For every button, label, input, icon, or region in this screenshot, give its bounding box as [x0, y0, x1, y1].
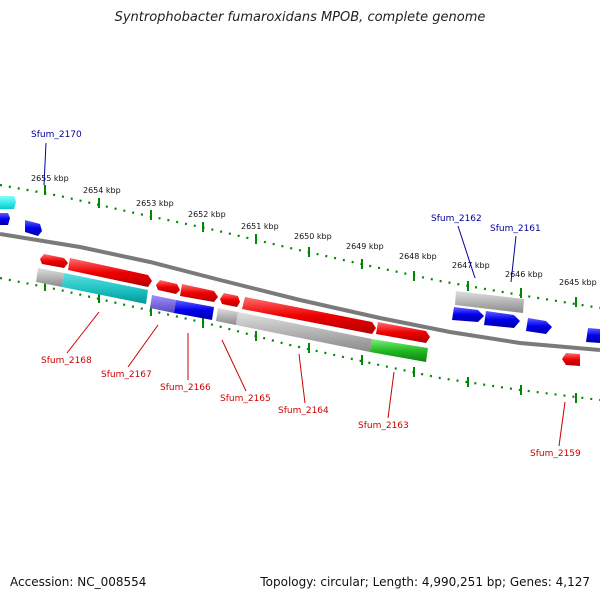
- gene-label-bottom: Sfum_2159: [530, 449, 581, 459]
- kbp-label: 2652 kbp: [188, 210, 226, 219]
- bottom-leader-line: [66, 311, 100, 354]
- bottom-leader-line: [558, 401, 566, 447]
- cds-2164-grey: [236, 312, 372, 352]
- bottom-leader-line: [298, 353, 306, 404]
- bottom-leader-line: [221, 339, 247, 392]
- top-leader-line: [457, 225, 476, 279]
- kbp-label: 2649 kbp: [346, 242, 384, 251]
- reverse-gene-left-edge: [0, 213, 10, 225]
- cds-2165-grey: [216, 308, 238, 325]
- gene-label-bottom: Sfum_2168: [41, 356, 92, 366]
- gene-label-bottom: Sfum_2163: [358, 421, 409, 431]
- cds-2163-green: [370, 339, 428, 362]
- gene-2167-arrow: [68, 258, 152, 287]
- gene-2163-arrow: [376, 322, 430, 343]
- gene-right-edge-arrow: [586, 328, 600, 343]
- forward-feature-cyan: [0, 196, 16, 209]
- gene-label-bottom: Sfum_2165: [220, 394, 271, 404]
- reverse-gene-left-2: [25, 220, 42, 236]
- cds-2166-violet: [150, 295, 176, 313]
- gene-2168-arrow: [40, 254, 68, 268]
- map-title: Syntrophobacter fumaroxidans MPOB, compl…: [114, 10, 486, 25]
- kbp-label: 2651 kbp: [241, 222, 279, 231]
- top-leader-line: [510, 235, 517, 283]
- inner-tick-ring: [0, 276, 600, 402]
- kbp-label: 2648 kbp: [399, 252, 437, 261]
- cds-2162-grey: [455, 291, 524, 313]
- genome-backbone: [0, 232, 600, 352]
- gene-label-bottom: Sfum_2167: [101, 370, 152, 380]
- topology-text: Topology: circular; Length: 4,990,251 bp…: [260, 575, 590, 589]
- gene-label-top: Sfum_2161: [490, 224, 541, 234]
- kbp-label: 2654 kbp: [83, 186, 121, 195]
- gene-label-top: Sfum_2162: [431, 214, 482, 224]
- tick-marks: [44, 185, 577, 403]
- gene-label-top: Sfum_2170: [31, 130, 82, 140]
- cds-2166-blue: [174, 300, 214, 320]
- cds-2168-grey: [36, 268, 64, 287]
- kbp-label: 2646 kbp: [505, 270, 543, 279]
- kbp-label: 2653 kbp: [136, 199, 174, 208]
- gene-label-bottom: Sfum_2166: [160, 383, 211, 393]
- gene-2164-arrow: [242, 297, 376, 334]
- gene-2166-arrow: [156, 280, 180, 294]
- gene-label-group: Sfum_2170 Sfum_2162 Sfum_2161 Sfum_2168 Sfum…: [31, 130, 581, 459]
- outer-tick-ring: [0, 183, 600, 310]
- bottom-leader-line: [387, 371, 395, 419]
- kbp-label: 2645 kbp: [559, 278, 597, 287]
- gene-2161-arrow: [484, 311, 520, 328]
- gene-label-bottom: Sfum_2164: [278, 406, 329, 416]
- top-leader-line: [43, 142, 47, 186]
- accession-text: Accession: NC_008554: [10, 575, 147, 589]
- bottom-leader-line: [127, 324, 159, 368]
- kbp-label: 2655 kbp: [31, 174, 69, 183]
- gene-2159-arrow: [562, 353, 580, 366]
- gene-2162-arrow: [452, 307, 484, 322]
- gene-2165-arrow: [180, 284, 218, 302]
- cds-2168-cyan: [62, 273, 148, 304]
- gene-2160-arrow: [526, 318, 552, 334]
- kbp-label: 2650 kbp: [294, 232, 332, 241]
- gene-2164a-arrow: [220, 293, 240, 307]
